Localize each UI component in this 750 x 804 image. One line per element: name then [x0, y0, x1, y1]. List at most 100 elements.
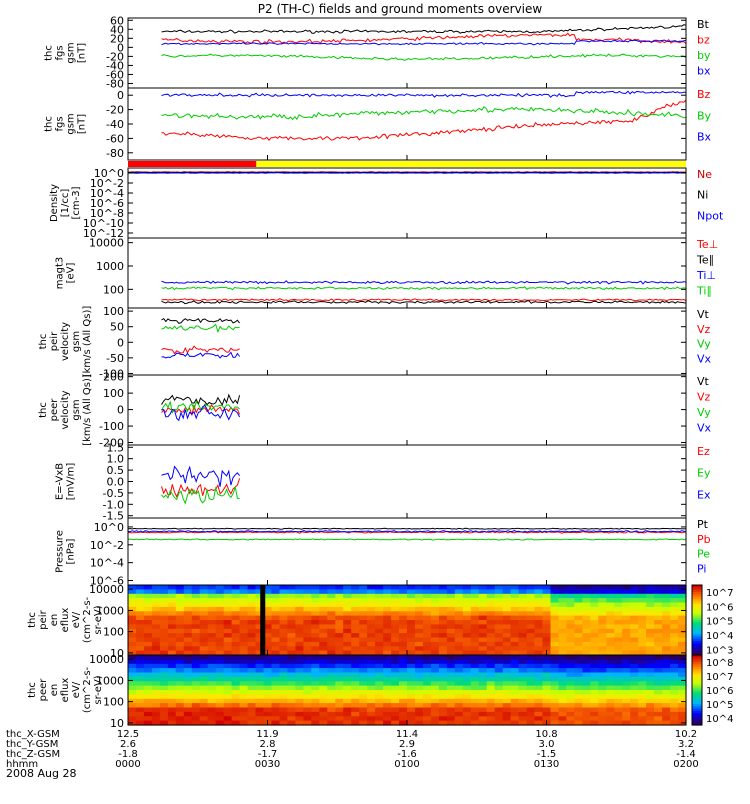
spectrogram-cell: [295, 690, 304, 695]
spectrogram-cell: [454, 685, 464, 691]
spectrogram-cell: [159, 615, 169, 621]
spectrogram-cell: [422, 624, 432, 630]
spectrogram-cell: [375, 633, 384, 639]
spectrogram-cell: [430, 593, 440, 599]
spectrogram-cell: [367, 672, 376, 678]
spectrogram-cell: [582, 685, 591, 691]
x-tick-label: 11.9: [256, 729, 278, 740]
spectrogram-cell: [128, 615, 137, 621]
spectrogram-cell: [646, 593, 655, 599]
spectrogram-cell: [550, 676, 560, 682]
spectrogram-cell: [287, 663, 296, 669]
spectrogram-cell: [574, 716, 583, 722]
spectrogram-cell: [630, 659, 639, 665]
spectrogram-cell: [128, 663, 137, 669]
spectrogram-cell: [335, 598, 344, 604]
spectrogram-cell: [598, 703, 607, 709]
legend-entry: by: [697, 49, 711, 62]
spectrogram-cell: [438, 620, 448, 625]
spectrogram-cell: [526, 668, 536, 674]
spectrogram-cell: [287, 624, 296, 630]
spectrogram-cell: [327, 685, 336, 691]
spectrogram-cell: [446, 589, 456, 595]
spectrogram-cell: [183, 694, 193, 700]
spectrogram-cell: [558, 703, 568, 709]
spectrogram-cell: [407, 602, 416, 608]
spectrogram-cell: [175, 611, 185, 617]
spectrogram-cell: [239, 720, 249, 726]
spectrogram-cell: [614, 698, 623, 704]
spectrogram-cell: [502, 698, 512, 704]
spectrogram-cell: [558, 615, 568, 621]
spectrogram-cell: [407, 620, 416, 625]
spectrogram-cell: [191, 637, 201, 643]
spectrogram-cell: [311, 694, 320, 700]
spectrogram-cell: [319, 602, 328, 608]
spectrogram-cell: [367, 720, 376, 726]
spectrogram-cell: [518, 690, 528, 695]
spectrogram-cell: [311, 676, 320, 682]
y-tick-label: 10000: [89, 583, 124, 596]
spectrogram-cell: [510, 685, 520, 691]
spectrogram-cell: [446, 703, 456, 709]
spectrogram-cell: [454, 663, 464, 669]
spectrogram-cell: [311, 659, 320, 665]
spectrogram-cell: [542, 624, 552, 630]
spectrogram-cell: [247, 646, 257, 652]
legend-entry: Vy: [697, 338, 711, 351]
spectrogram-cell: [351, 676, 360, 682]
spectrogram-cell: [199, 598, 209, 604]
spectrogram-cell: [670, 602, 679, 608]
spectrogram-cell: [630, 598, 639, 604]
spectrogram-cell: [207, 676, 217, 682]
spectrogram-cell: [239, 585, 249, 590]
spectrogram-cell: [446, 615, 456, 621]
spectrogram-cell: [191, 681, 201, 687]
spectrogram-cell: [646, 646, 655, 652]
spectrogram-cell: [622, 668, 631, 674]
spectrogram-cell: [550, 663, 560, 669]
spectrogram-cell: [128, 711, 137, 717]
y-axis-label: thc fgs gsm [nT]: [44, 113, 88, 134]
spectrogram-cell: [136, 615, 145, 621]
legend-entry: Npot: [697, 209, 724, 222]
spectrogram-cell: [167, 628, 177, 634]
spectrogram-cell: [239, 716, 249, 722]
spectrogram-cell: [494, 611, 504, 617]
spectrogram-cell: [295, 606, 304, 612]
spectrogram-cell: [630, 655, 639, 660]
spectrogram-cell: [343, 611, 352, 617]
spectrogram-cell: [430, 615, 440, 621]
spectrogram-cell: [454, 694, 464, 700]
spectrogram-cell: [136, 698, 145, 704]
spectrogram-cell: [151, 615, 161, 621]
spectrogram-cell: [327, 641, 336, 647]
spectrogram-cell: [367, 663, 376, 669]
spectrogram-cell: [375, 641, 384, 647]
spectrogram-cell: [478, 602, 488, 608]
spectrogram-cell: [542, 707, 552, 713]
spectrogram-cell: [311, 655, 320, 660]
spectrogram-cell: [183, 707, 193, 713]
spectrogram-cell: [486, 698, 496, 704]
spectrogram-cell: [191, 646, 201, 652]
spectrogram-cell: [446, 655, 456, 660]
spectrogram-cell: [622, 711, 631, 717]
spectrogram-cell: [542, 606, 552, 612]
colorbar-tick-label: 10^4: [706, 631, 733, 642]
spectrogram-cell: [534, 650, 544, 656]
spectrogram-cell: [167, 611, 177, 617]
spectrogram-cell: [542, 698, 552, 704]
spectrogram-cell: [167, 620, 177, 625]
spectrogram-cell: [215, 593, 225, 599]
spectrogram-cell: [367, 602, 376, 608]
spectrogram-cell: [391, 685, 400, 691]
spectrogram-cell: [446, 637, 456, 643]
spectrogram-cell: [295, 685, 304, 691]
colorbar-tick-label: 10^6: [706, 602, 733, 613]
spectrogram-cell: [383, 676, 392, 682]
spectrogram-cell: [367, 585, 376, 590]
spectrogram-cell: [558, 611, 568, 617]
spectrogram-cell: [630, 720, 639, 726]
spectrogram-cell: [598, 676, 607, 682]
